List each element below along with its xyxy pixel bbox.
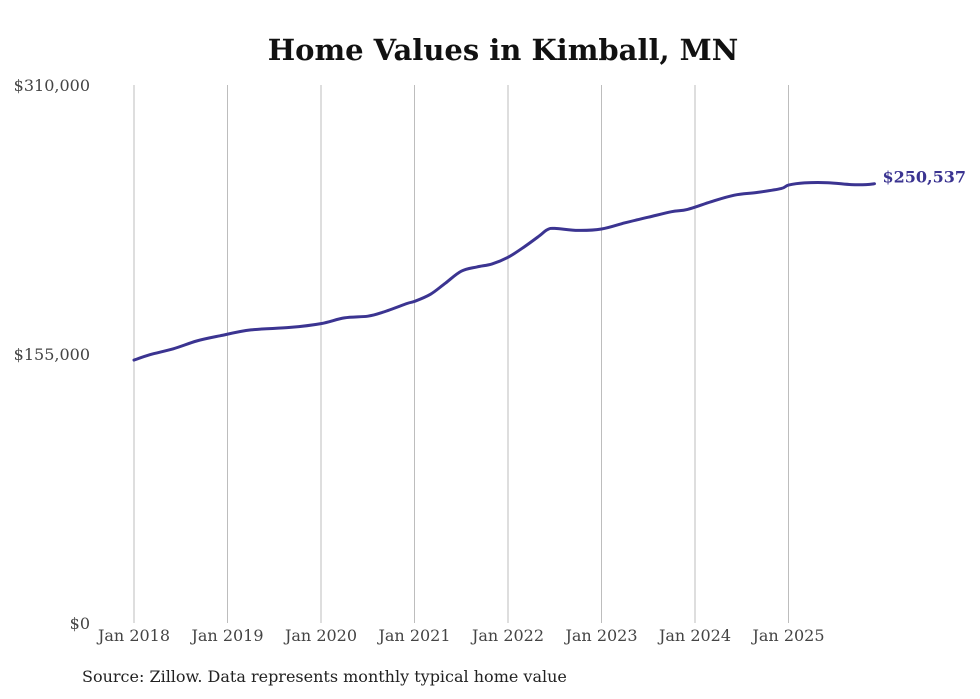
x-axis-tick-labels: Jan 2018 Jan 2019 Jan 2020 Jan 2021 Jan 2022… xyxy=(96,626,825,645)
x-tick-label: Jan 2020 xyxy=(283,626,357,645)
x-tick-label: Jan 2025 xyxy=(750,626,824,645)
y-tick-label: $310,000 xyxy=(14,76,90,95)
x-tick-label: Jan 2018 xyxy=(96,626,170,645)
x-tick-label: Jan 2024 xyxy=(657,626,731,645)
x-tick-label: Jan 2023 xyxy=(563,626,637,645)
home-value-line xyxy=(132,181,876,362)
chart-title: Home Values in Kimball, MN xyxy=(268,33,739,67)
x-tick-label: Jan 2022 xyxy=(470,626,544,645)
x-tick-label: Jan 2021 xyxy=(376,626,450,645)
latest-value-label: $250,537 xyxy=(883,168,967,187)
y-axis-tick-labels: $0 $155,000 $310,000 xyxy=(14,76,90,633)
source-note: Source: Zillow. Data represents monthly … xyxy=(82,667,567,686)
y-tick-label: $155,000 xyxy=(14,345,90,364)
y-tick-label: $0 xyxy=(70,614,90,633)
vertical-gridlines xyxy=(133,85,789,623)
x-tick-label: Jan 2019 xyxy=(189,626,263,645)
